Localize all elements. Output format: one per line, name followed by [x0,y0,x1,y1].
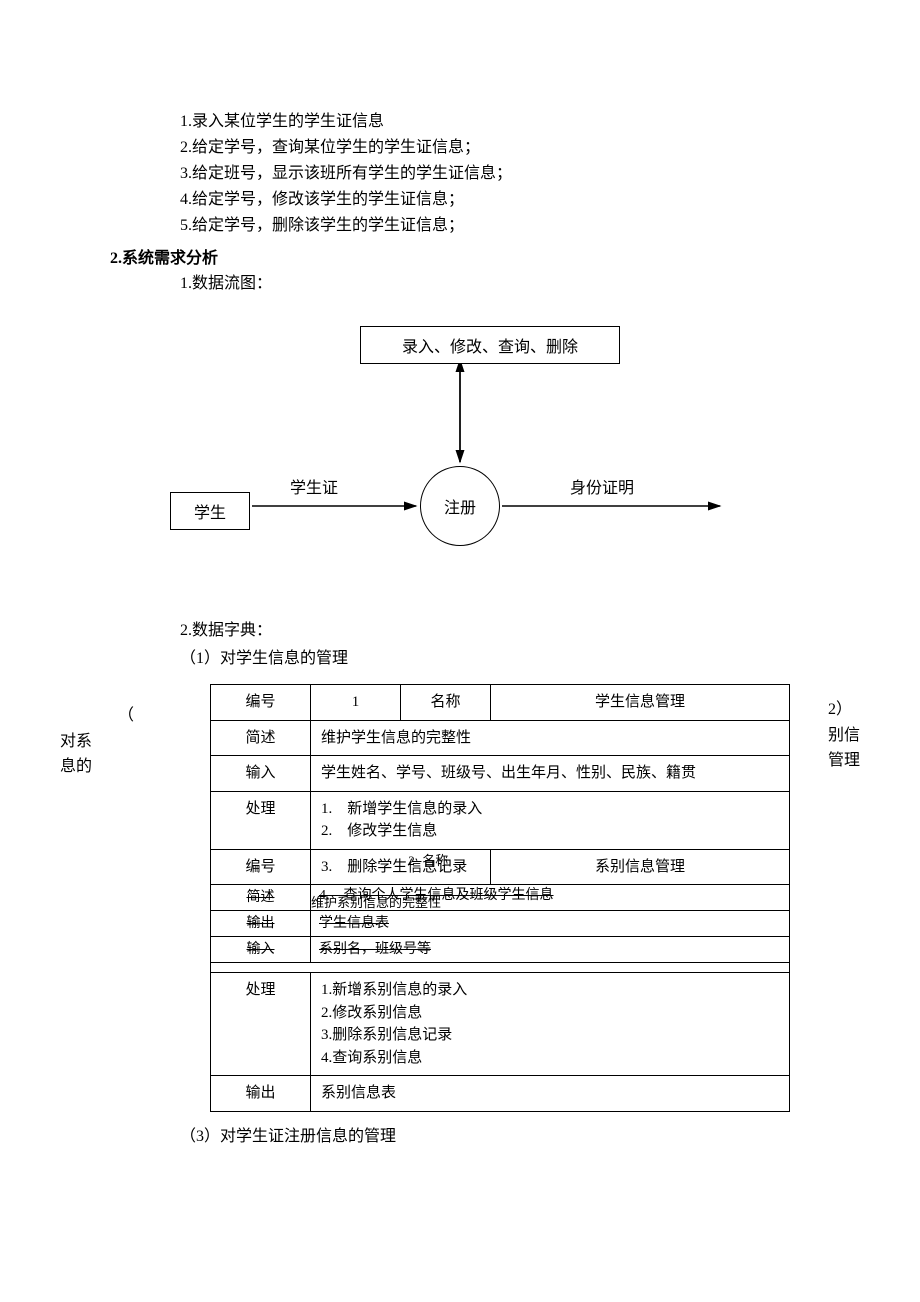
cell-value: 1.新增系别信息的录入 2.修改系别信息 3.删除系别信息记录 4.查询系别信息 [311,973,790,1076]
cell-num: 1 [311,685,401,721]
section-2-sub1: 1.数据流图： [180,272,860,296]
cell-label: 输入 [211,756,311,792]
proc-line-1: 1. 新增学生信息的录入 [321,798,779,821]
requirements-list: 1.录入某位学生的学生证信息 2.给定学号，查询某位学生的学生证信息； 3.给定… [180,110,860,238]
spacer-row [211,963,790,973]
margin-left-paren: （ [118,703,134,729]
diagram-student-box: 学生 [170,492,250,530]
cell-value: 1. 新增学生信息的录入 2. 修改学生信息 [311,791,790,849]
dict-sub-1: （1）对学生信息的管理 [180,644,860,668]
section-2-title: 2.系统需求分析 [110,244,860,268]
table-row: 输出 系别信息表 [211,1076,790,1112]
overlap-bot: 维护系别信息的完整性 [311,893,441,913]
margin-right-line2: 别信 [828,723,860,749]
student-info-table: 编号 1 名称 学生信息管理 简述 维护学生信息的完整性 输入 学生姓名、学号、… [210,684,790,1112]
data-flow-diagram: 录入、修改、查询、删除 学生 学生证 注册 身份证明 [160,326,760,586]
cell-value: 维护学生信息的完整性 [311,720,790,756]
margin-left-line1: 对系 [60,729,134,755]
table-row: 处理 1.新增系别信息的录入 2.修改系别信息 3.删除系别信息记录 4.查询系… [211,973,790,1076]
diagram-top-box: 录入、修改、查询、删除 [360,326,620,364]
cell-label: 编号 [211,685,311,721]
req-item-3: 3.给定班号，显示该班所有学生的学生证信息； [180,162,860,186]
diagram-register-circle: 注册 [420,466,500,546]
diagram-arrows [160,326,760,586]
diagram-label-right: 身份证明 [570,474,634,498]
table-wrap-1: 编号 1 名称 学生信息管理 简述 维护学生信息的完整性 输入 学生姓名、学号、… [210,684,790,1112]
margin-right-line3: 管理 [828,748,860,774]
cell-label: 输出 [211,911,311,937]
cell-label: 简述 [211,885,311,911]
data-dictionary-section: 2.数据字典： （1）对学生信息的管理 编号 1 名称 学生信息管理 简述 维护… [60,616,860,1146]
cell-value: 学生信息表 [311,911,790,937]
cell-label: 输入 [211,937,311,963]
circle-label: 注册 [444,494,476,518]
dict-sub-3: （3）对学生证注册信息的管理 [180,1122,860,1146]
margin-text-right: 2） 别信 管理 [828,697,860,774]
cell-label: 编号 [211,849,311,885]
overlap-text: 3. 删除学生信息记录2名称 [321,859,467,875]
table-row: 简述 维护学生信息的完整性 [211,720,790,756]
table-row: 编号 1 名称 学生信息管理 [211,685,790,721]
document-content: 1.录入某位学生的学生证信息 2.给定学号，查询某位学生的学生证信息； 3.给定… [60,110,860,1146]
diagram-label-left: 学生证 [290,474,338,498]
proc2-line-3: 3.删除系别信息记录 [321,1024,779,1047]
table-row: 输入 学生姓名、学号、班级号、出生年月、性别、民族、籍贯 [211,756,790,792]
cell-overlap: 4. 查询个人学生信息及班级学生信息 维护系别信息的完整性 [311,885,790,911]
req-item-4: 4.给定学号，修改该学生的学生证信息； [180,188,860,212]
req-item-2: 2.给定学号，查询某位学生的学生证信息； [180,136,860,160]
table-row-overlap: 输入 系别名，班级号等 [211,937,790,963]
table-row-overlap: 编号 3. 删除学生信息记录2名称 系别信息管理 [211,849,790,885]
margin-text-left: （ 对系 息的 [60,703,134,780]
margin-left-line2: 息的 [60,754,134,780]
cell-label: 简述 [211,720,311,756]
margin-right-line1: 2） [828,697,860,723]
cell-value: 学生姓名、学号、班级号、出生年月、性别、民族、籍贯 [311,756,790,792]
cell-value: 学生信息管理 [491,685,790,721]
proc2-line-4: 4.查询系别信息 [321,1047,779,1070]
cell-name-label: 名称 [401,685,491,721]
cell-value: 系别信息管理 [491,849,790,885]
cell-value: 系别名，班级号等 [311,937,790,963]
proc-line-2: 2. 修改学生信息 [321,820,779,843]
cell-label: 处理 [211,791,311,849]
cell-overlap: 3. 删除学生信息记录2名称 [311,849,491,885]
cell-label: 处理 [211,973,311,1076]
cell-label: 输出 [211,1076,311,1112]
req-item-1: 1.录入某位学生的学生证信息 [180,110,860,134]
table-row: 处理 1. 新增学生信息的录入 2. 修改学生信息 [211,791,790,849]
table-row-overlap: 简述 4. 查询个人学生信息及班级学生信息 维护系别信息的完整性 [211,885,790,911]
cell-value: 系别信息表 [311,1076,790,1112]
proc2-line-2: 2.修改系别信息 [321,1002,779,1025]
table-row-overlap: 输出 学生信息表 [211,911,790,937]
req-item-5: 5.给定学号，删除该学生的学生证信息； [180,214,860,238]
dict-title: 2.数据字典： [180,616,860,640]
proc2-line-1: 1.新增系别信息的录入 [321,979,779,1002]
